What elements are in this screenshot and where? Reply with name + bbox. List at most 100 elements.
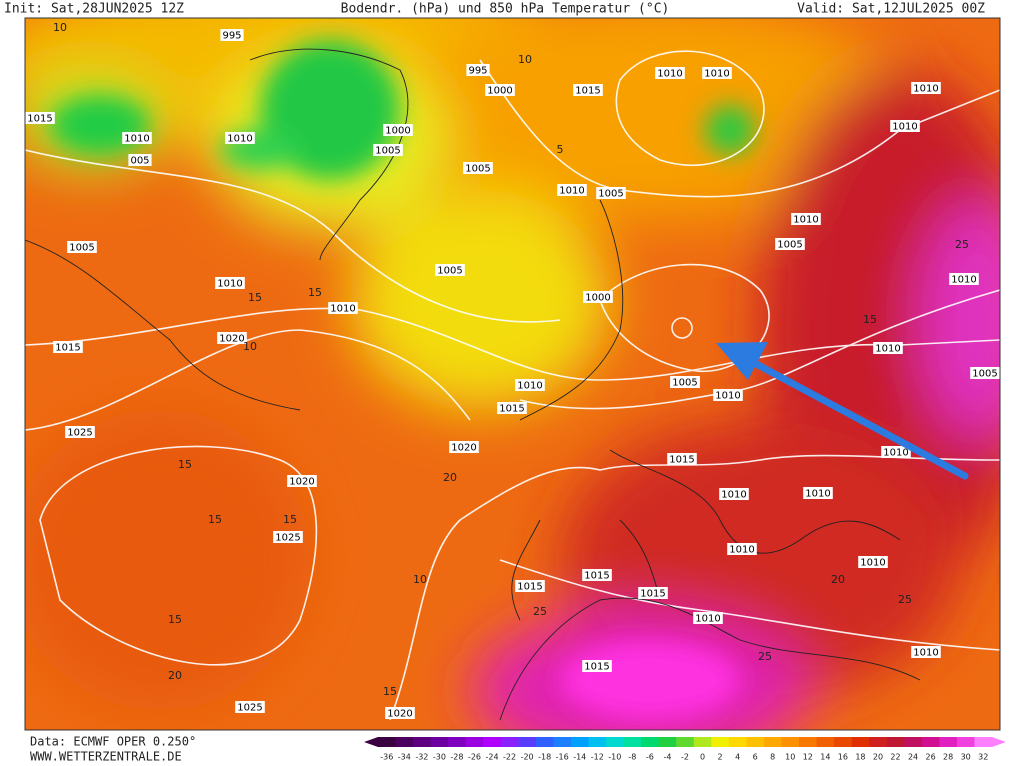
isobar-label-box: [890, 120, 920, 132]
colorbar-tick-label: -6: [646, 753, 654, 762]
isobar-line: [671, 317, 693, 339]
colorbar-swatch: [711, 737, 730, 747]
isobar-label-box: [67, 241, 97, 253]
colorbar-tick-label: -2: [681, 753, 689, 762]
colorbar-tick-label: 6: [753, 753, 758, 762]
isobar-label-box: [225, 132, 255, 144]
isobar-label: 995: [222, 31, 241, 42]
isobar-label-box: [583, 291, 613, 303]
colorbar-tick-label: -32: [415, 753, 428, 762]
isobar-label: 1010: [704, 69, 729, 80]
source-url: WWW.WETTERZENTRALE.DE: [30, 750, 182, 764]
temperature-label: 25: [533, 605, 547, 618]
isobar-label-box: [328, 302, 358, 314]
coastlines: [25, 48, 921, 721]
isobar-label-box: [873, 342, 903, 354]
isobar-label-box: [122, 132, 152, 144]
isobar-label-box: [273, 531, 303, 543]
isobar-label: 1010: [559, 186, 584, 197]
colorbar-swatch: [378, 737, 397, 747]
colorbar-swatch: [588, 737, 607, 747]
isobar-label-box: [217, 332, 247, 344]
colorbar-tick-label: -16: [556, 753, 569, 762]
isobar-label-box: [466, 64, 490, 76]
isobar-label: 1015: [669, 455, 694, 466]
temperature-label: 5: [557, 143, 564, 156]
temperature-label: 25: [955, 238, 969, 251]
temperature-label: 15: [283, 513, 297, 526]
temperature-label: 20: [168, 669, 182, 682]
isobar-line: [615, 50, 765, 166]
isobar-label-box: [881, 446, 911, 458]
isobar-label-box: [515, 580, 545, 592]
isobar-label-box: [573, 84, 603, 96]
colorbar-tick-label: -12: [591, 753, 604, 762]
colorbar-swatch: [799, 737, 818, 747]
colorbar-swatch: [483, 737, 502, 747]
colorbar-swatch: [658, 737, 677, 747]
data-source: Data: ECMWF OPER 0.250°: [30, 735, 196, 749]
isobar-label: 1000: [385, 126, 410, 137]
isobar-label: 1005: [437, 266, 462, 277]
isobar-label-box: [220, 29, 244, 41]
isobar-label-box: [385, 707, 415, 719]
isobar-label: 1010: [860, 558, 885, 569]
isobar-label: 995: [468, 66, 487, 77]
isobar-label-box: [775, 238, 805, 250]
isobar-label: 1010: [729, 545, 754, 556]
isobar-label-box: [791, 213, 821, 225]
isobar-label: 1010: [695, 614, 720, 625]
contour-line: [25, 239, 301, 411]
colorbar-swatch: [974, 737, 993, 747]
colorbar-swatch: [606, 737, 625, 747]
isobar-label-box: [582, 660, 612, 672]
colorbar-swatch: [956, 737, 975, 747]
isobar-label: 1010: [721, 490, 746, 501]
colorbar-swatch: [518, 737, 537, 747]
colorbar-tick-label: 8: [770, 753, 775, 762]
isobar-label: 1010: [913, 84, 938, 95]
isobar-label: 1005: [375, 146, 400, 157]
isobar-label: 1010: [517, 381, 542, 392]
colorbar-tick-label: 4: [735, 753, 740, 762]
isobar-label: 1005: [777, 240, 802, 251]
temperature-label: 15: [168, 613, 182, 626]
colorbar-swatch: [465, 737, 484, 747]
isobar-label-box: [215, 277, 245, 289]
isobar-label: 1015: [55, 343, 80, 354]
colorbar-tick-label: -36: [380, 753, 393, 762]
isobar-label: 1025: [67, 428, 92, 439]
coastline: [499, 597, 921, 721]
colorbar-tick-label: 12: [803, 753, 813, 762]
colorbar-swatch: [395, 737, 414, 747]
temperature-label: 20: [831, 573, 845, 586]
isobar-label: 1010: [805, 489, 830, 500]
isobar-label-box: [65, 426, 95, 438]
isobar-label-box: [515, 379, 545, 391]
temperature-label: 20: [443, 471, 457, 484]
isobar-label: 1015: [584, 662, 609, 673]
isobar-label: 1020: [289, 477, 314, 488]
isobar-label: 1020: [451, 443, 476, 454]
isobar-label-box: [655, 67, 685, 79]
isobar-line: [479, 59, 1000, 198]
isobar-label: 1005: [465, 164, 490, 175]
isobar-label-box: [287, 475, 317, 487]
colorbar-swatch: [693, 737, 712, 747]
isobar-label: 1025: [237, 703, 262, 714]
isobar-label: 1025: [275, 533, 300, 544]
isobar-label: 1010: [217, 279, 242, 290]
isobar-label-box: [485, 84, 515, 96]
arrow-shaft: [741, 354, 969, 480]
colorbar-tick-label: 24: [908, 753, 918, 762]
colorbar-tick-label: 28: [943, 753, 953, 762]
colorbar-tick-label: 0: [700, 753, 705, 762]
isobar-line: [39, 445, 318, 666]
colorbar-swatch: [746, 737, 765, 747]
colorbar-tick-label: -26: [468, 753, 481, 762]
colorbar-swatch: [763, 737, 782, 747]
colorbar-swatch: [500, 737, 519, 747]
isobar-label: 1010: [793, 215, 818, 226]
colorbar-tick-label: 20: [873, 753, 883, 762]
isobar-label: 005: [130, 156, 149, 167]
